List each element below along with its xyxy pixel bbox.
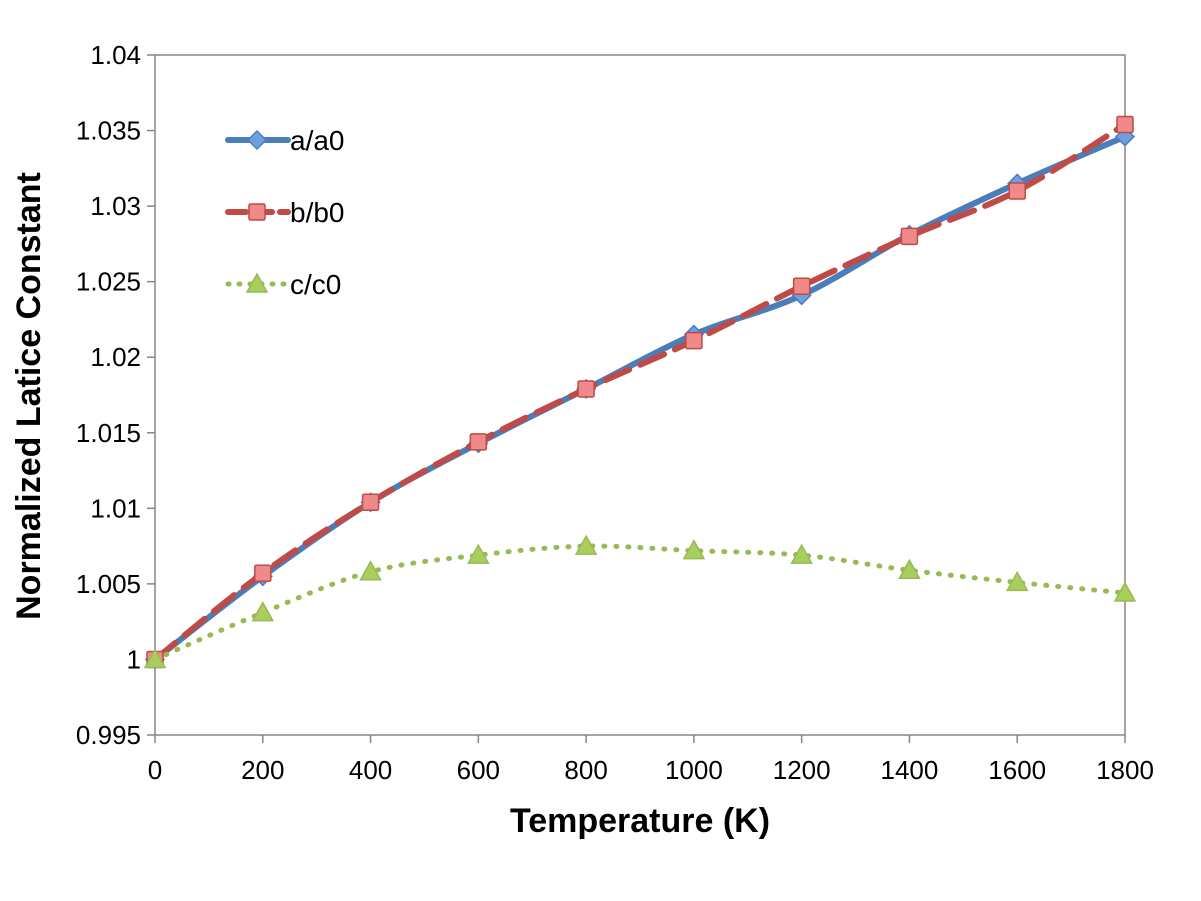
y-tick-label: 1.035 bbox=[76, 116, 141, 146]
y-tick-label: 1.04 bbox=[90, 40, 141, 70]
data-point bbox=[361, 493, 380, 512]
data-point bbox=[574, 534, 598, 555]
data-point bbox=[685, 331, 703, 350]
y-axis-title: Normalized Latice Constant bbox=[10, 172, 48, 620]
data-point bbox=[790, 543, 813, 564]
series-2 bbox=[146, 115, 1134, 669]
x-tick-label: 1200 bbox=[773, 755, 831, 785]
legend-swatch-marker bbox=[248, 203, 266, 221]
series-line bbox=[152, 121, 1128, 663]
legend-swatch-marker bbox=[246, 129, 268, 151]
series-layer bbox=[143, 115, 1137, 670]
data-point bbox=[359, 560, 382, 581]
y-tick-label: 1.03 bbox=[90, 191, 141, 221]
legend: a/a0 b/b0 c/c0 bbox=[225, 125, 345, 300]
data-point bbox=[469, 433, 488, 451]
series-3 bbox=[143, 534, 1137, 669]
data-point bbox=[1008, 182, 1026, 200]
data-point bbox=[900, 227, 919, 246]
x-tick-label: 400 bbox=[349, 755, 392, 785]
x-tick-label: 1800 bbox=[1096, 755, 1154, 785]
y-tick-label: 1.02 bbox=[90, 342, 141, 372]
data-point bbox=[792, 277, 811, 295]
x-axis-title: Temperature (K) bbox=[510, 802, 770, 840]
data-point bbox=[1116, 115, 1134, 134]
series-line bbox=[152, 543, 1128, 662]
data-point bbox=[467, 543, 490, 564]
legend-label: b/b0 bbox=[290, 197, 345, 228]
x-tick-label: 1600 bbox=[988, 755, 1046, 785]
data-point bbox=[254, 564, 272, 583]
y-tick-label: 1.01 bbox=[90, 493, 141, 523]
legend-swatch-marker bbox=[245, 272, 269, 293]
y-axis: 0.995 1 1.005 1.01 1.015 1.02 1.025 1.03 1.035 1.… bbox=[76, 40, 155, 750]
x-tick-label: 1000 bbox=[665, 755, 723, 785]
legend-label: c/c0 bbox=[290, 269, 341, 300]
plot-frame bbox=[154, 54, 1126, 736]
x-tick-label: 1400 bbox=[881, 755, 939, 785]
data-point bbox=[143, 647, 167, 669]
legend-label: a/a0 bbox=[290, 125, 345, 156]
data-point bbox=[577, 380, 595, 398]
data-point bbox=[682, 539, 706, 560]
y-tick-label: 1.025 bbox=[76, 267, 141, 297]
y-tick-label: 1 bbox=[127, 644, 141, 674]
y-tick-label: 1.005 bbox=[76, 569, 141, 599]
data-point bbox=[898, 558, 921, 580]
legend-item: a/a0 bbox=[225, 125, 345, 156]
legend-item: c/c0 bbox=[225, 269, 341, 300]
legend-item: b/b0 bbox=[225, 197, 345, 228]
x-tick-label: 0 bbox=[148, 755, 162, 785]
y-tick-label: 1.015 bbox=[76, 418, 141, 448]
x-tick-label: 600 bbox=[457, 755, 500, 785]
data-point bbox=[251, 601, 275, 622]
x-tick-label: 200 bbox=[241, 755, 284, 785]
x-axis: 0 200 400 600 800 1000 1200 1400 1600 1800 bbox=[148, 735, 1154, 785]
data-point bbox=[1005, 570, 1029, 592]
y-tick-label: 0.995 bbox=[76, 720, 141, 750]
data-point bbox=[1113, 581, 1137, 602]
x-tick-label: 800 bbox=[564, 755, 607, 785]
plot-area-border bbox=[154, 54, 1126, 736]
